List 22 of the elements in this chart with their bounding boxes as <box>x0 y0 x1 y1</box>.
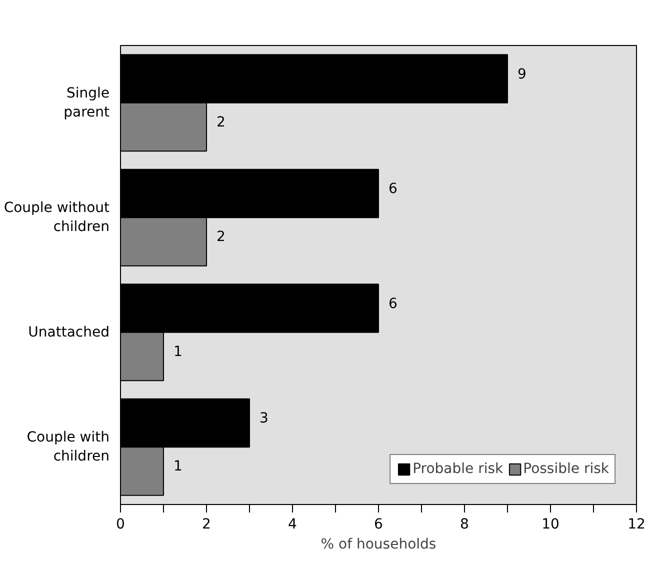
y-tick-label: Single parent <box>64 85 110 120</box>
y-tick-label: Couple without children <box>4 200 110 236</box>
data-label: 9 <box>518 66 526 82</box>
y-tick-label: Couple with children <box>26 430 110 465</box>
x-tick-label: 10 <box>542 516 560 532</box>
data-label: 2 <box>216 114 226 130</box>
x-tick-label: 12 <box>628 516 646 532</box>
data-label: 3 <box>260 410 268 427</box>
data-label: 6 <box>388 181 398 198</box>
legend-label: Possible risk <box>523 461 609 477</box>
data-label: 1 <box>174 458 182 475</box>
data-label: 6 <box>388 296 398 312</box>
data-label: 1 <box>174 344 182 360</box>
y-tick-label: Unattached <box>28 324 110 340</box>
x-tick-label: 4 <box>288 516 298 532</box>
x-tick-label: 6 <box>374 516 384 532</box>
x-tick-label: 8 <box>460 516 469 532</box>
x-tick-label: 2 <box>202 516 211 532</box>
x-axis-title: % of households <box>320 536 436 552</box>
data-label: 2 <box>216 229 226 246</box>
legend-label: Probable risk <box>412 461 504 477</box>
x-tick-label: 0 <box>116 516 125 532</box>
